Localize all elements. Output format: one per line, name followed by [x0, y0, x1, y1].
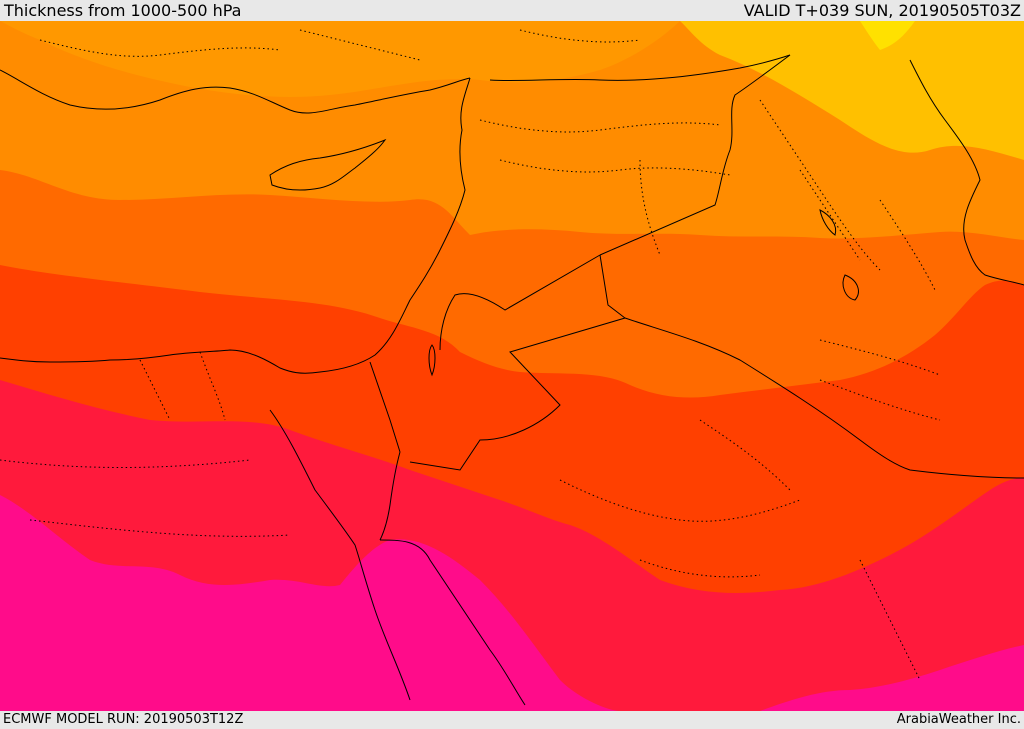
- levant-coast: [0, 77, 471, 374]
- jordan-saudi-border: [409, 254, 627, 471]
- map-canvas: [0, 21, 1024, 711]
- red-sea-coast: [379, 539, 526, 706]
- province-borders: [0, 29, 941, 681]
- model-run: ECMWF MODEL RUN: 20190503T12Z: [3, 712, 244, 727]
- gulf-suez: [269, 409, 411, 701]
- provider-credit: ArabiaWeather Inc.: [896, 712, 1021, 727]
- iraq-iran-border: [909, 59, 1024, 286]
- band-magenta-se: [760, 645, 1024, 711]
- thickness-map[interactable]: [0, 21, 1024, 711]
- valid-time: VALID T+039 SUN, 20190505T03Z: [743, 1, 1021, 20]
- turkey-coast: [0, 69, 471, 114]
- band-magenta: [0, 495, 620, 711]
- gulf-aqaba: [379, 451, 401, 541]
- dead-sea: [428, 344, 436, 377]
- syria-turkey-border: [489, 54, 791, 82]
- egypt-israel-border: [369, 361, 401, 453]
- band-light-orange-top: [0, 21, 680, 97]
- jordan-border: [439, 254, 601, 351]
- iraq-saudi-border: [624, 317, 1024, 479]
- lake-razazah: [842, 274, 859, 301]
- national-borders: [369, 54, 1024, 479]
- lake-tharthar: [819, 209, 837, 236]
- coastlines: [0, 69, 859, 706]
- syria-iraq-border: [599, 54, 791, 256]
- map-title: Thickness from 1000-500 hPa: [4, 1, 242, 20]
- band-yellow-orange: [680, 21, 1024, 160]
- footer-bar: ECMWF MODEL RUN: 20190503T12Z ArabiaWeat…: [0, 711, 1024, 729]
- cyprus-outline: [269, 138, 387, 191]
- band-yellow: [860, 21, 915, 50]
- header-bar: Thickness from 1000-500 hPa VALID T+039 …: [0, 0, 1024, 21]
